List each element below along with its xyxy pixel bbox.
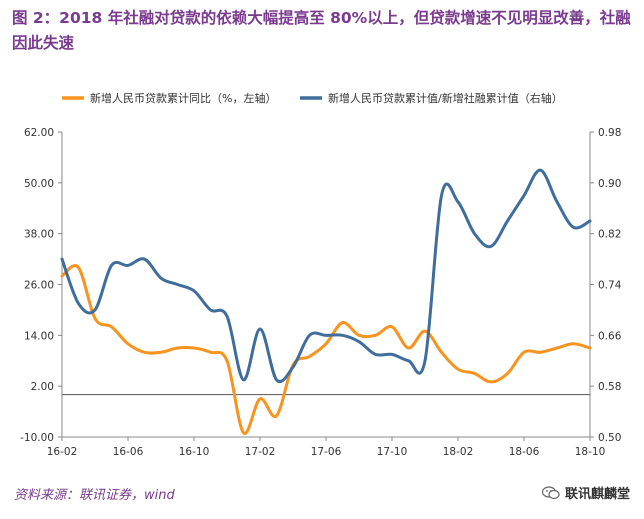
chart-svg: 新增人民币贷款累计同比（%，左轴） 新增人民币贷款累计值/新增社融累计值（右轴） -… [20,91,622,458]
chart-title: 图 2：2018 年社融对贷款的依赖大幅提高至 80%以上，但贷款增速不见明显改… [12,9,631,52]
left-tick-label: 26.00 [24,280,54,292]
x-tick-label: 16-10 [179,446,210,458]
left-tick-label: 38.00 [24,229,54,241]
right-tick-label: 0.66 [598,330,622,342]
left-tick-label: 62.00 [24,127,54,139]
left-tick-label: 2.00 [31,381,54,393]
x-tick-label: 18-02 [443,446,474,458]
x-tick-label: 18-10 [575,446,606,458]
x-tick-label: 17-10 [377,446,408,458]
right-tick-label: 0.98 [598,127,621,139]
series-line-1 [60,264,592,435]
legend-label-2: 新增人民币贷款累计值/新增社融累计值（右轴） [328,91,563,105]
wechat-icon [541,485,560,499]
left-tick-label: -10.00 [20,432,54,444]
legend-label-1: 新增人民币贷款累计同比（%，左轴） [90,91,276,105]
right-tick-label: 0.82 [598,229,621,241]
x-tick-label: 16-02 [47,446,78,458]
left-tick-label: 14.00 [24,330,54,342]
right-tick-label: 0.58 [598,381,621,393]
x-tick-label: 16-06 [113,446,144,458]
series-line-2 [60,168,592,384]
x-tick-label: 17-02 [245,446,276,458]
x-tick-label: 17-06 [311,446,342,458]
watermark: 联讯麒麟堂 [541,483,630,502]
source-note: 资料来源：联讯证券，wind [14,488,175,503]
x-tick-label: 18-06 [509,446,540,458]
left-tick-label: 50.00 [24,178,54,190]
right-tick-label: 0.90 [598,178,621,190]
watermark-text: 联讯麒麟堂 [564,487,630,502]
right-tick-label: 0.74 [598,280,622,292]
chart-area: 新增人民币贷款累计同比（%，左轴） 新增人民币贷款累计值/新增社融累计值（右轴） -… [0,70,644,475]
right-tick-label: 0.50 [598,432,621,444]
